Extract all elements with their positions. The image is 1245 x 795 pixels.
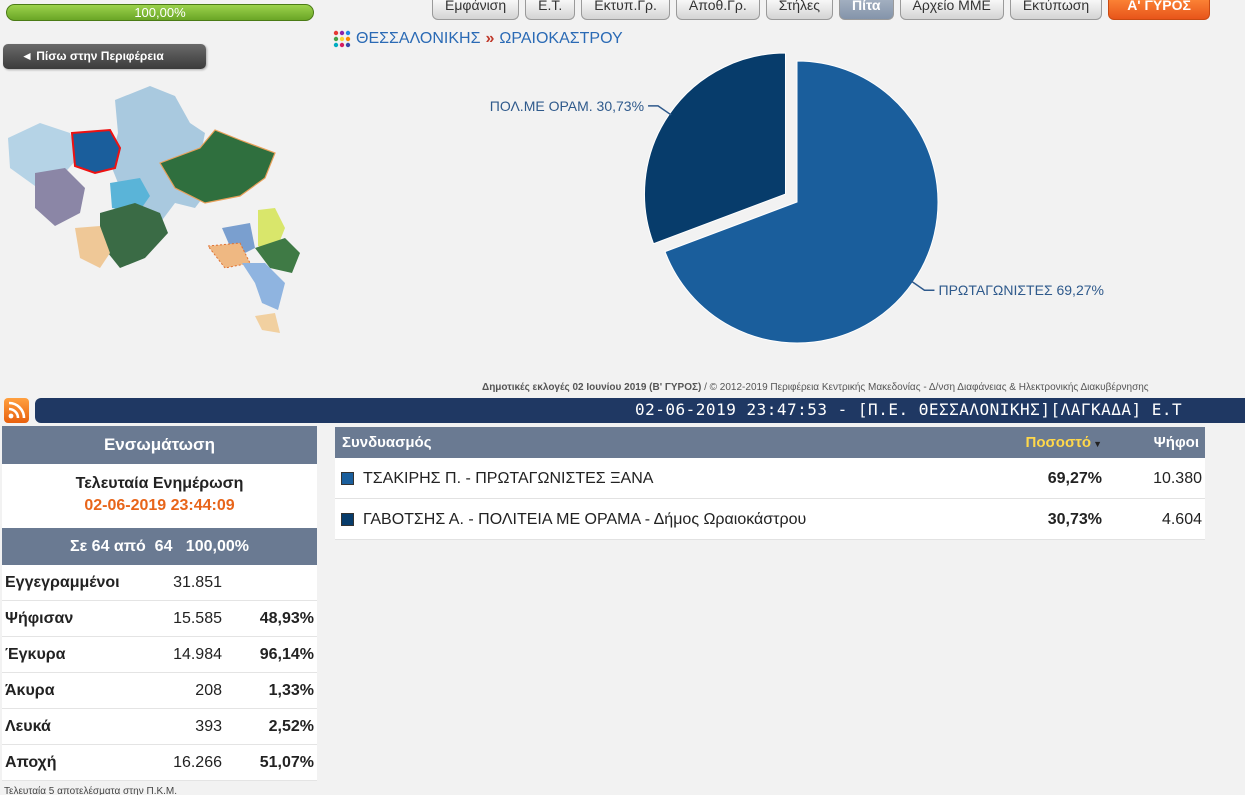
print-button[interactable]: Εκτύπωση (1009, 0, 1103, 20)
map-area-blue-east[interactable] (222, 223, 255, 258)
print-chart-button[interactable]: Εκτυπ.Γρ. (581, 0, 670, 20)
save-chart-button[interactable]: Αποθ.Γρ. (675, 0, 760, 20)
results-table: Συνδυασμός Ποσοστό ▼ Ψήφοι ΤΣΑΚΙΡΗΣ Π. - … (335, 427, 1205, 540)
party-pct: 69,27% (1047, 470, 1102, 487)
party-pct: 30,73% (1047, 511, 1102, 528)
result-row[interactable]: ΓΑΒΟΤΣΗΣ Α. - ΠΟΛΙΤΕΙΑ ΜΕ ΟΡΑΜΑ - Δήμος … (335, 499, 1205, 540)
last-update-time: 02-06-2019 23:44:09 (84, 497, 235, 514)
stat-value: 15.585 (173, 610, 222, 627)
progress-fill (7, 5, 313, 20)
stat-pct: 48,93% (259, 610, 314, 627)
map-area-cyan[interactable] (110, 178, 150, 213)
stat-value: 208 (195, 682, 222, 699)
pie-label-protagonistes: ΠΡΩΤΑΓΩΝΙΣΤΕΣ 69,27% (938, 282, 1104, 298)
stat-value: 31.851 (173, 574, 222, 591)
counted-stations: Σε 64 από 64 100,00% (2, 528, 317, 565)
party-color-swatch (341, 472, 354, 485)
map-area-green-east[interactable] (159, 129, 276, 204)
footer-credit: Δημοτικές εκλογές 02 Ιουνίου 2019 (Β' ΓΥ… (482, 382, 1149, 393)
party-votes: 10.380 (1153, 470, 1202, 487)
toolbar: Εμφάνιση Ε.Τ. Εκτυπ.Γρ. Αποθ.Γρ. Στήλες … (432, 0, 1210, 20)
stat-pct: 51,07% (259, 754, 314, 771)
stat-value: 393 (195, 718, 222, 735)
map-area-green-center[interactable] (100, 203, 168, 268)
first-round-button[interactable]: Α' ΓΥΡΟΣ (1108, 0, 1210, 20)
map-area-blue-south[interactable] (242, 263, 285, 310)
et-button[interactable]: Ε.Τ. (525, 0, 576, 20)
stat-value: 14.984 (173, 646, 222, 663)
sort-desc-icon: ▼ (1093, 439, 1102, 449)
media-archive-button[interactable]: Αρχείο ΜΜΕ (899, 0, 1004, 20)
stat-pct: 96,14% (259, 646, 314, 663)
stat-pct: 1,33% (268, 682, 314, 699)
pie-leader-line-pol-me-oram (648, 105, 672, 116)
stat-label: Λευκά (5, 718, 51, 735)
region-map (8, 86, 300, 333)
party-color-swatch (341, 513, 354, 526)
header-votes[interactable]: Ψήφοι (1153, 434, 1199, 451)
footer-election: Δημοτικές εκλογές 02 Ιουνίου 2019 (Β' ΓΥ… (482, 382, 702, 393)
footer-copyright: / © 2012-2019 Περιφέρεια Κεντρικής Μακεδ… (701, 382, 1149, 393)
result-row[interactable]: ΤΣΑΚΙΡΗΣ Π. - ΠΡΩΤΑΓΩΝΙΣΤΕΣ ΞΑΝΑ 69,27% … (335, 458, 1205, 499)
news-ticker: 02-06-2019 23:47:53 - [Π.Ε. ΘΕΣΣΑΛΟΝΙΚΗΣ… (35, 398, 1245, 423)
map-area-sand[interactable] (75, 226, 110, 268)
breadcrumb-municipality: ΩΡΑΙΟΚΑΣΤΡΟΥ (499, 30, 623, 47)
breadcrumb: ΘΕΣΣΑΛΟΝΙΚΗΣ » ΩΡΑΙΟΚΑΣΤΡΟΥ (332, 29, 623, 49)
stat-row-abstention: Αποχή 16.266 51,07% (2, 745, 317, 781)
stat-label: Έγκυρα (5, 646, 66, 663)
stat-pct: 2,52% (268, 718, 314, 735)
stat-label: Αποχή (5, 754, 57, 771)
party-name: ΓΑΒΟΤΣΗΣ Α. - ΠΟΛΙΤΕΙΑ ΜΕ ΟΡΑΜΑ - Δήμος … (363, 511, 807, 528)
last-update-box: Τελευταία Ενημέρωση 02-06-2019 23:44:09 (2, 464, 317, 528)
pie-chart: ΠΡΩΤΑΓΩΝΙΣΤΕΣ 69,27% ΠΟΛ.ΜΕ ΟΡΑΜ. 30,73% (490, 52, 1104, 344)
map-area-grey[interactable] (35, 168, 85, 226)
party-name: ΤΣΑΚΙΡΗΣ Π. - ΠΡΩΤΑΓΩΝΙΣΤΕΣ ΞΑΝΑ (363, 470, 654, 487)
breadcrumb-prefecture[interactable]: ΘΕΣΣΑΛΟΝΙΚΗΣ (356, 30, 481, 47)
map-area-selected[interactable] (70, 128, 122, 175)
pie-leader-line-protagonistes (910, 280, 935, 291)
integration-panel: Ενσωμάτωση Τελευταία Ενημέρωση 02-06-201… (2, 426, 317, 781)
ticker-text: 02-06-2019 23:47:53 - [Π.Ε. ΘΕΣΣΑΛΟΝΙΚΗΣ… (635, 400, 1183, 419)
back-to-region-button[interactable]: ◄ Πίσω στην Περιφέρεια (3, 44, 206, 69)
stat-pct (222, 565, 314, 600)
breadcrumb-separator: » (485, 30, 495, 47)
bar-chart-button[interactable]: Στήλες (765, 0, 834, 20)
dots-logo-icon (333, 30, 351, 48)
stat-value: 16.266 (173, 754, 222, 771)
map-area-sand-south[interactable] (255, 313, 280, 333)
top-progress-bar: 100,00% (6, 4, 314, 21)
stat-row-invalid: Άκυρα 208 1,33% (2, 673, 317, 709)
stat-row-blank: Λευκά 393 2,52% (2, 709, 317, 745)
stat-label: Εγγεγραμμένοι (5, 574, 120, 591)
integration-title: Ενσωμάτωση (2, 426, 317, 464)
party-votes: 4.604 (1161, 511, 1202, 528)
stat-label: Άκυρα (5, 682, 55, 699)
pie-chart-button[interactable]: Πίτα (839, 0, 894, 20)
header-percentage-label: Ποσοστό (1025, 434, 1092, 451)
header-percentage[interactable]: Ποσοστό ▼ (992, 427, 1102, 458)
stat-row-registered: Εγγεγραμμένοι 31.851 (2, 565, 317, 601)
progress-text: 100,00% (134, 5, 186, 20)
bottom-note: Τελευταία 5 αποτελέσματα στην Π.Κ.Μ. (4, 786, 178, 795)
stat-row-valid: Έγκυρα 14.984 96,14% (2, 637, 317, 673)
last-update-label: Τελευταία Ενημέρωση (75, 475, 244, 492)
stat-row-voted: Ψήφισαν 15.585 48,93% (2, 601, 317, 637)
stat-label: Ψήφισαν (5, 610, 74, 627)
map-area-green-southeast[interactable] (255, 238, 300, 273)
results-header: Συνδυασμός Ποσοστό ▼ Ψήφοι (335, 427, 1205, 458)
rss-icon[interactable] (4, 398, 29, 423)
pie-label-pol-me-oram: ΠΟΛ.ΜΕ ΟΡΑΜ. 30,73% (490, 98, 644, 114)
map-area-peach-dotted[interactable] (207, 242, 251, 269)
view-button[interactable]: Εμφάνιση (432, 0, 520, 20)
header-coalition[interactable]: Συνδυασμός (342, 434, 432, 451)
